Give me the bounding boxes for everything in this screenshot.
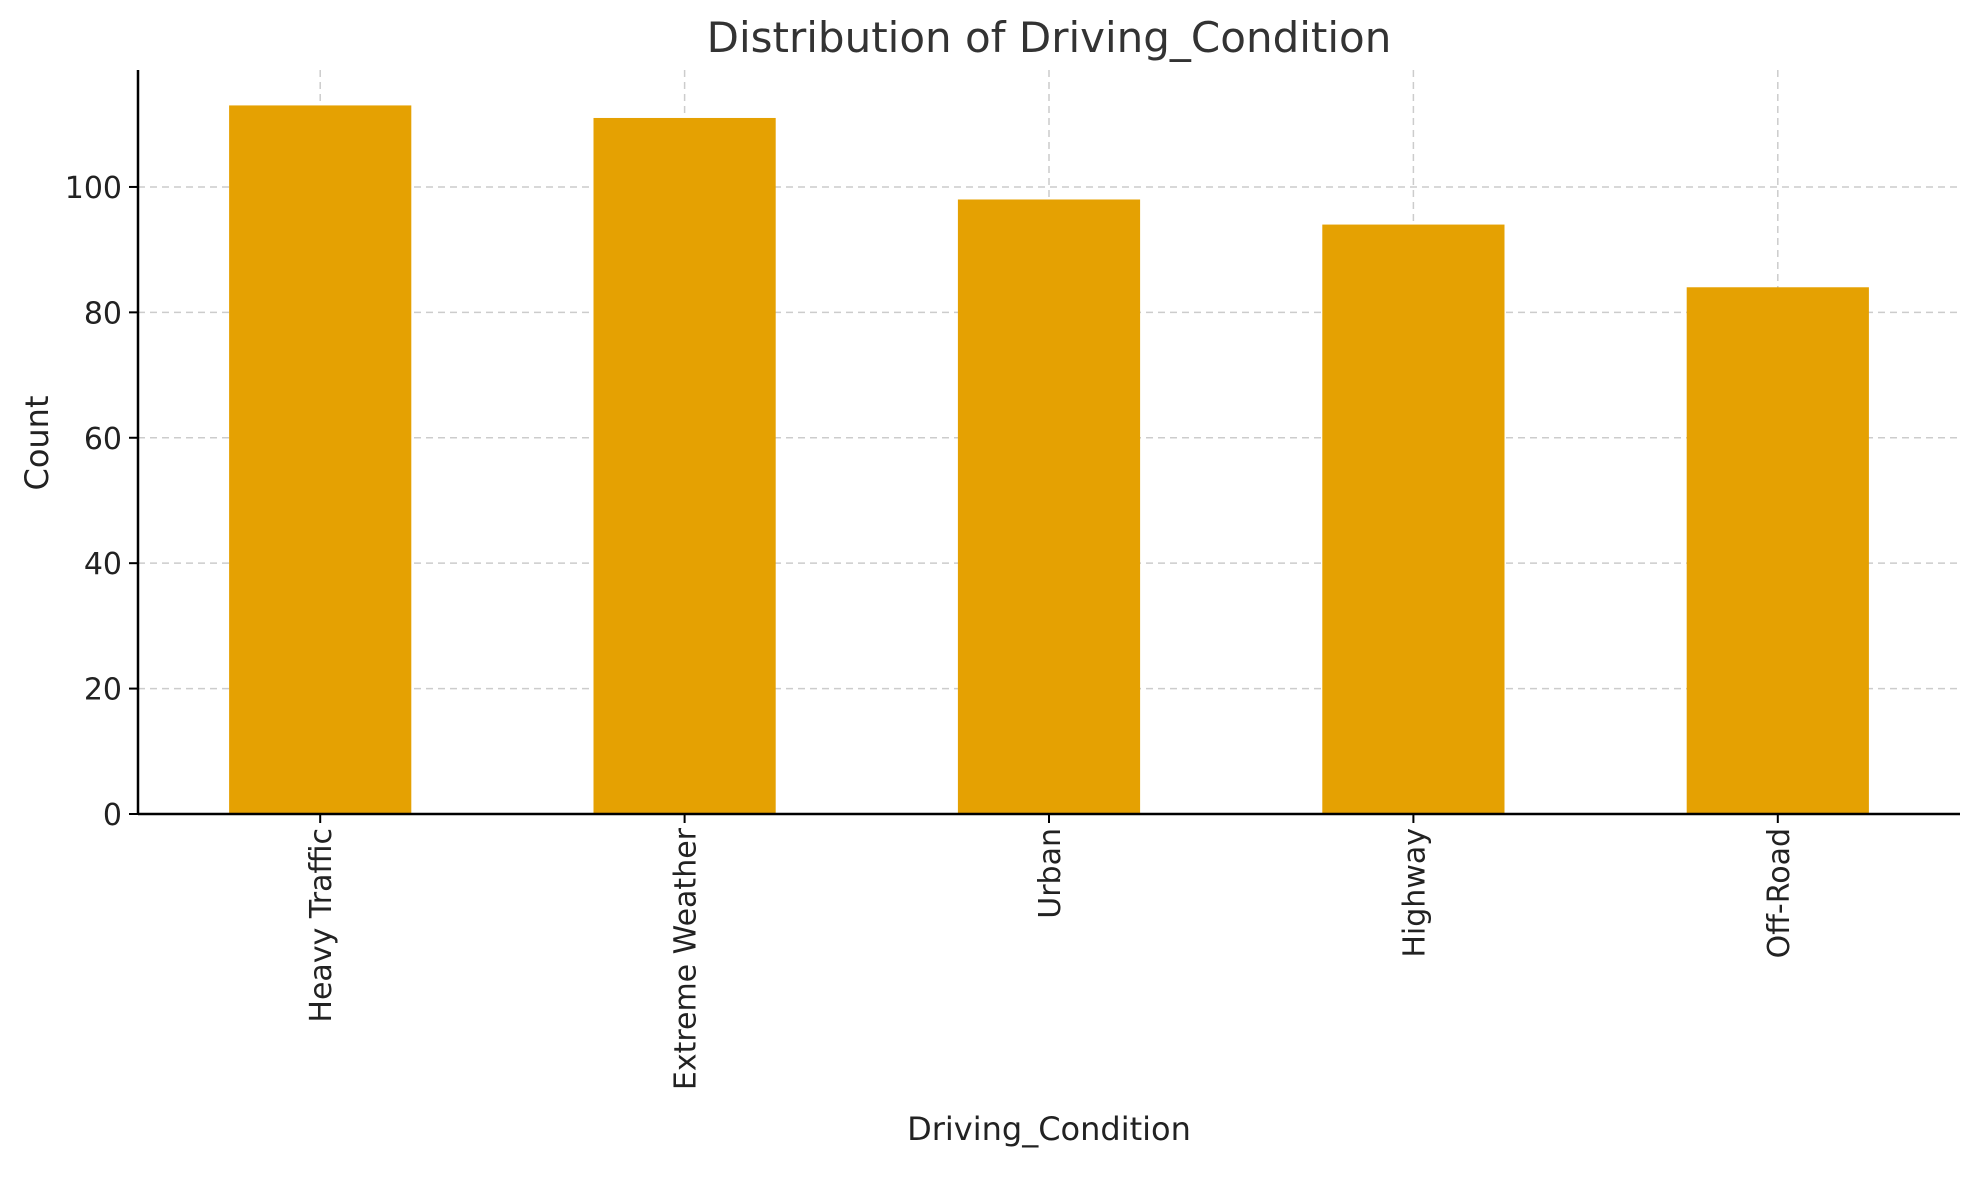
x-tick-label: Extreme Weather [669,827,704,1090]
bar-extreme-weather [593,117,776,814]
bar-highway [1322,224,1505,814]
y-tick-label: 0 [103,798,122,833]
bar-off-road [1686,287,1869,815]
y-tick-label: 40 [84,547,122,582]
bar-urban [957,199,1141,815]
bar-heavy-traffic [229,105,412,814]
x-axis-label: Driving_Condition [907,1110,1191,1148]
chart-title: Distribution of Driving_Condition [707,13,1392,62]
x-tick-label: Off-Road [1762,828,1797,958]
y-tick-label: 100 [65,171,122,206]
bars [229,105,1869,815]
ticks: 0 20 40 60 80 100 Heavy Traffic Extreme Weather… [65,171,1797,1090]
x-tick-label: Highway [1397,828,1432,958]
y-tick-label: 60 [84,422,122,457]
x-tick-label: Urban [1033,828,1068,919]
y-axis-label: Count [18,395,56,490]
y-tick-label: 20 [84,673,122,708]
y-tick-label: 80 [84,296,122,331]
x-tick-label: Heavy Traffic [304,828,339,1023]
